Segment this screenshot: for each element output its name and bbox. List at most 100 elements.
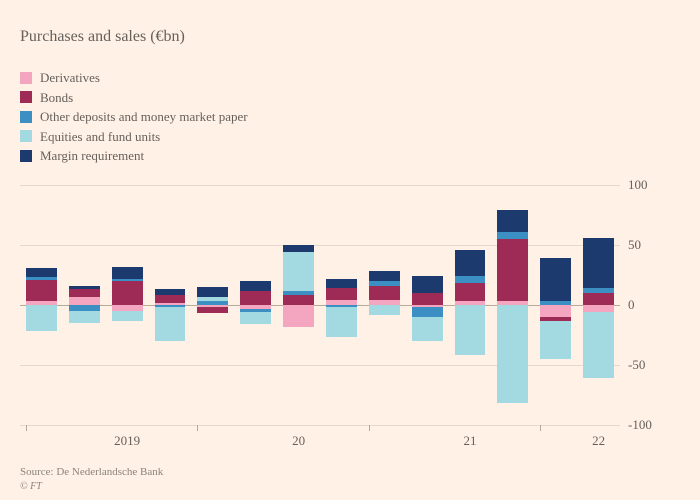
bar-segment-bonds [497, 239, 528, 301]
chart-subtitle: Purchases and sales (€bn) [20, 28, 185, 46]
legend-swatch [20, 72, 32, 84]
bar-segment-bonds [583, 293, 614, 305]
bar-segment-margin [69, 286, 100, 290]
bar-group [497, 185, 528, 425]
legend-item: Derivatives [20, 68, 248, 88]
bar-segment-equities [283, 252, 314, 290]
bar-segment-margin [26, 268, 57, 278]
baseline [20, 305, 620, 306]
legend-swatch [20, 150, 32, 162]
legend-label: Other deposits and money market paper [40, 107, 248, 127]
bar-segment-derivatives [69, 297, 100, 305]
bar-segment-equities [369, 305, 400, 315]
bar-segment-other_deposits [369, 281, 400, 286]
y-tick-label: -100 [628, 417, 652, 433]
bar-segment-bonds [412, 293, 443, 305]
bar-segment-bonds [155, 295, 186, 302]
legend-swatch [20, 91, 32, 103]
bar-segment-derivatives [283, 305, 314, 327]
bar-segment-margin [240, 281, 271, 291]
x-tick [369, 425, 370, 431]
bar-segment-other_deposits [540, 301, 571, 305]
bar-segment-other_deposits [455, 276, 486, 283]
legend-item: Equities and fund units [20, 127, 248, 147]
y-tick-label: 100 [628, 177, 648, 193]
bar-group [326, 185, 357, 425]
gridline [20, 365, 620, 366]
bar-segment-bonds [112, 281, 143, 305]
bar-segment-margin [455, 250, 486, 276]
x-tick [197, 425, 198, 431]
bar-segment-other_deposits [26, 277, 57, 279]
bar-segment-other_deposits [197, 301, 228, 305]
bar-group [240, 185, 271, 425]
bar-segment-bonds [369, 286, 400, 300]
bar-segment-margin [497, 210, 528, 232]
bar-group [155, 185, 186, 425]
plot-area [20, 185, 620, 425]
x-tick-label: 20 [292, 433, 305, 449]
bar-segment-equities [497, 305, 528, 403]
bar-group [197, 185, 228, 425]
bar-segment-margin [412, 276, 443, 293]
bar-segment-equities [583, 312, 614, 378]
bar-segment-bonds [26, 280, 57, 302]
gridline [20, 185, 620, 186]
bar-segment-margin [155, 289, 186, 295]
bar-segment-equities [455, 305, 486, 355]
x-tick-label: 22 [592, 433, 605, 449]
bar-segment-equities [540, 321, 571, 359]
bar-segment-equities [412, 317, 443, 341]
bar-segment-equities [326, 307, 357, 337]
bar-group [26, 185, 57, 425]
bar-segment-other_deposits [112, 279, 143, 281]
bar-segment-other_deposits [283, 291, 314, 296]
bar-group [583, 185, 614, 425]
bar-segment-bonds [455, 283, 486, 301]
bar-segment-margin [369, 271, 400, 281]
bar-segment-other_deposits [497, 232, 528, 239]
legend-item: Margin requirement [20, 146, 248, 166]
bar-group [369, 185, 400, 425]
bar-group [69, 185, 100, 425]
bar-segment-bonds [197, 307, 228, 313]
bar-segment-bonds [69, 289, 100, 296]
bar-segment-margin [283, 245, 314, 252]
y-tick-label: 0 [628, 297, 635, 313]
bar-segment-equities [155, 307, 186, 341]
bar-segment-margin [112, 267, 143, 279]
bar-segment-equities [197, 297, 228, 302]
legend-item: Bonds [20, 88, 248, 108]
bar-group [412, 185, 443, 425]
y-tick-label: 50 [628, 237, 641, 253]
x-tick [540, 425, 541, 431]
bar-segment-margin [197, 287, 228, 297]
bar-segment-other_deposits [583, 288, 614, 293]
y-tick-label: -50 [628, 357, 645, 373]
bar-segment-margin [326, 279, 357, 289]
bar-segment-derivatives [540, 305, 571, 317]
legend-item: Other deposits and money market paper [20, 107, 248, 127]
bar-group [540, 185, 571, 425]
bar-segment-margin [540, 258, 571, 301]
gridline [20, 245, 620, 246]
bar-group [112, 185, 143, 425]
legend-label: Derivatives [40, 68, 100, 88]
bar-segment-bonds [283, 295, 314, 305]
legend-label: Margin requirement [40, 146, 144, 166]
legend-label: Bonds [40, 88, 73, 108]
bar-segment-equities [69, 311, 100, 323]
bar-segment-other_deposits [412, 307, 443, 317]
legend-label: Equities and fund units [40, 127, 160, 147]
bar-segment-derivatives [583, 305, 614, 312]
legend-swatch [20, 111, 32, 123]
chart-area: 100500-50-100 2019202122 [20, 185, 660, 425]
x-tick-label: 2019 [114, 433, 140, 449]
bar-segment-equities [112, 311, 143, 321]
legend: DerivativesBondsOther deposits and money… [20, 68, 248, 166]
copyright: © FT [20, 481, 42, 492]
bar-group [283, 185, 314, 425]
bar-segment-margin [583, 238, 614, 288]
bar-segment-bonds [326, 288, 357, 300]
x-tick [26, 425, 27, 431]
